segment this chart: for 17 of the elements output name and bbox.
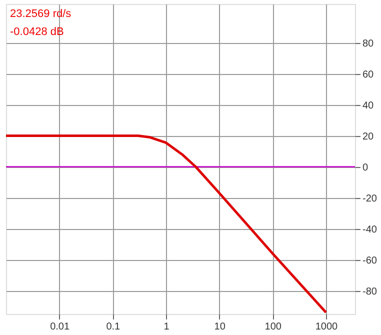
- y-tick-label: 20: [362, 131, 374, 142]
- x-tick-label: 10: [214, 322, 226, 332]
- x-tick-label: 0.01: [50, 322, 70, 332]
- y-tick-label: 40: [362, 100, 374, 112]
- y-tick-label: 0: [362, 162, 368, 174]
- annotation: 23.2569 rd/s: [10, 8, 72, 20]
- y-tick-label: -80: [362, 286, 378, 298]
- y-tick-label: 80: [362, 38, 374, 50]
- x-tick-label: 100: [264, 322, 282, 332]
- y-tick-label: -20: [362, 193, 378, 204]
- annotation: -0.0428 dB: [10, 26, 64, 38]
- y-tick-label: 60: [362, 69, 374, 80]
- x-tick-label: 1000: [315, 322, 338, 332]
- y-tick-label: -60: [362, 255, 378, 266]
- x-tick-label: 1: [164, 322, 170, 332]
- x-tick-label: 0.1: [106, 322, 121, 332]
- y-tick-label: -40: [362, 224, 378, 236]
